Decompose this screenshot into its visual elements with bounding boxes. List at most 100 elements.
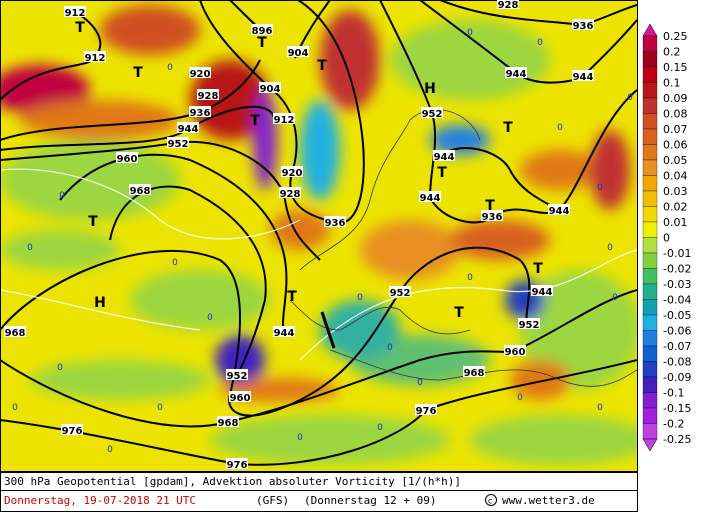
colorbar-swatch	[642, 252, 658, 269]
colorbar-swatch	[642, 407, 658, 424]
colorbar-swatch	[642, 51, 658, 68]
contour-label-bg	[531, 285, 553, 296]
pressure-system: H	[94, 295, 106, 311]
contour-label: 976	[416, 406, 437, 417]
zero-marker: 0	[207, 313, 213, 323]
colorbar-label: 0.01	[663, 216, 688, 229]
zero-marker: 0	[12, 403, 18, 413]
contour-label-bg	[287, 46, 309, 57]
pressure-system: T	[485, 198, 495, 214]
contour-label-bg	[129, 184, 151, 195]
colorbar-label: 0.2	[663, 46, 681, 59]
colorbar-label: -0.25	[663, 433, 691, 446]
contour-label-bg	[548, 204, 570, 215]
footer-run: (Donnerstag 12 + 09)	[304, 494, 436, 507]
colorbar-label: 0.15	[663, 61, 688, 74]
contour-label-bg	[421, 107, 443, 118]
contour-label: 960	[117, 154, 138, 165]
contour-label: 976	[227, 460, 248, 471]
colorbar-label: 0.07	[663, 123, 688, 136]
zero-marker: 0	[57, 363, 63, 373]
colorbar-arrow-bottom	[642, 438, 658, 452]
map-frame	[0, 0, 638, 472]
contour-label: 976	[62, 426, 83, 437]
contour-label-bg	[197, 89, 219, 100]
zero-marker: 0	[517, 393, 523, 403]
contour-label: 968	[218, 418, 239, 429]
contour-label-bg	[505, 67, 527, 78]
colorbar-label: -0.06	[663, 325, 691, 338]
contour-label-bg	[229, 391, 251, 402]
contour-label-bg	[251, 24, 273, 35]
white-contours	[1, 168, 637, 361]
contour-label-bg	[259, 82, 281, 93]
colorbar-swatch	[642, 330, 658, 347]
zero-marker: 0	[597, 403, 603, 413]
pressure-system: T	[133, 65, 143, 81]
contour-label: 928	[498, 0, 519, 11]
colorbar-swatch	[642, 159, 658, 176]
colorbar-label: 0.03	[663, 185, 688, 198]
copyright-c: c	[488, 497, 492, 506]
contour-label: 960	[505, 347, 526, 358]
contour-label-bg	[481, 210, 503, 221]
zero-marker: 0	[537, 38, 543, 48]
pressure-system: T	[533, 261, 543, 277]
contour-label-bg	[572, 70, 594, 81]
colorbar-label: 0.1	[663, 77, 681, 90]
pressure-system: T	[437, 165, 447, 181]
colorbar-swatch	[642, 268, 658, 285]
zero-marker: 0	[27, 243, 33, 253]
contour-label: 944	[549, 206, 570, 217]
contour-label-bg	[4, 326, 26, 337]
colorbar-swatch	[642, 283, 658, 300]
map-field	[1, 1, 637, 471]
contour-label: 936	[482, 212, 503, 223]
pressure-system: T	[88, 214, 98, 230]
footer-credit: www.wetter3.de	[502, 494, 595, 507]
contour-label: 944	[178, 124, 199, 135]
contour-label: 912	[85, 53, 106, 64]
colorbar-label: -0.04	[663, 294, 691, 307]
colorbar-label: -0.1	[663, 387, 684, 400]
contour-label: 904	[260, 84, 281, 95]
map-labels: 912 912 920 928 936 944 952 960 968 968 976 976 968 9…	[4, 0, 633, 471]
contour-label-bg	[167, 137, 189, 148]
contour-label-bg	[61, 424, 83, 435]
contour-label-bg	[226, 458, 248, 469]
pressure-system: T	[75, 20, 85, 36]
contour-label-bg	[389, 286, 411, 297]
colorbar-label: -0.03	[663, 278, 691, 291]
contour-label: 968	[130, 186, 151, 197]
contour-label: 920	[190, 69, 211, 80]
contour-label: 944	[532, 287, 553, 298]
contour-label-bg	[415, 404, 437, 415]
contour-label-bg	[518, 318, 540, 329]
pressure-system: T	[317, 58, 327, 74]
colorbar-label: 0.06	[663, 139, 688, 152]
zero-marker: 0	[557, 123, 563, 133]
contour-label: 944	[420, 193, 441, 204]
colorbar-label: -0.01	[663, 247, 691, 260]
contour-label: 944	[434, 152, 455, 163]
contour-label-bg	[64, 6, 86, 17]
contour-label-bg	[189, 106, 211, 117]
colorbar-swatch	[642, 392, 658, 409]
colorbar-swatch	[642, 345, 658, 362]
pressure-system: T	[454, 305, 464, 321]
contour-label-bg	[419, 191, 441, 202]
zero-marker: 0	[59, 191, 65, 201]
colorbar-label: 0.04	[663, 170, 688, 183]
contour-label-bg	[226, 369, 248, 380]
colorbar-swatch	[642, 97, 658, 114]
zero-marker: 0	[357, 293, 363, 303]
contour-label: 952	[227, 371, 248, 382]
zero-marker: 0	[107, 445, 113, 455]
zero-marker: 0	[417, 378, 423, 388]
colorbar-swatch	[642, 144, 658, 161]
colorbar-label: 0.09	[663, 92, 688, 105]
contour-label: 896	[252, 26, 273, 37]
zero-marker: 0	[612, 293, 618, 303]
colorbar-swatch	[642, 237, 658, 254]
